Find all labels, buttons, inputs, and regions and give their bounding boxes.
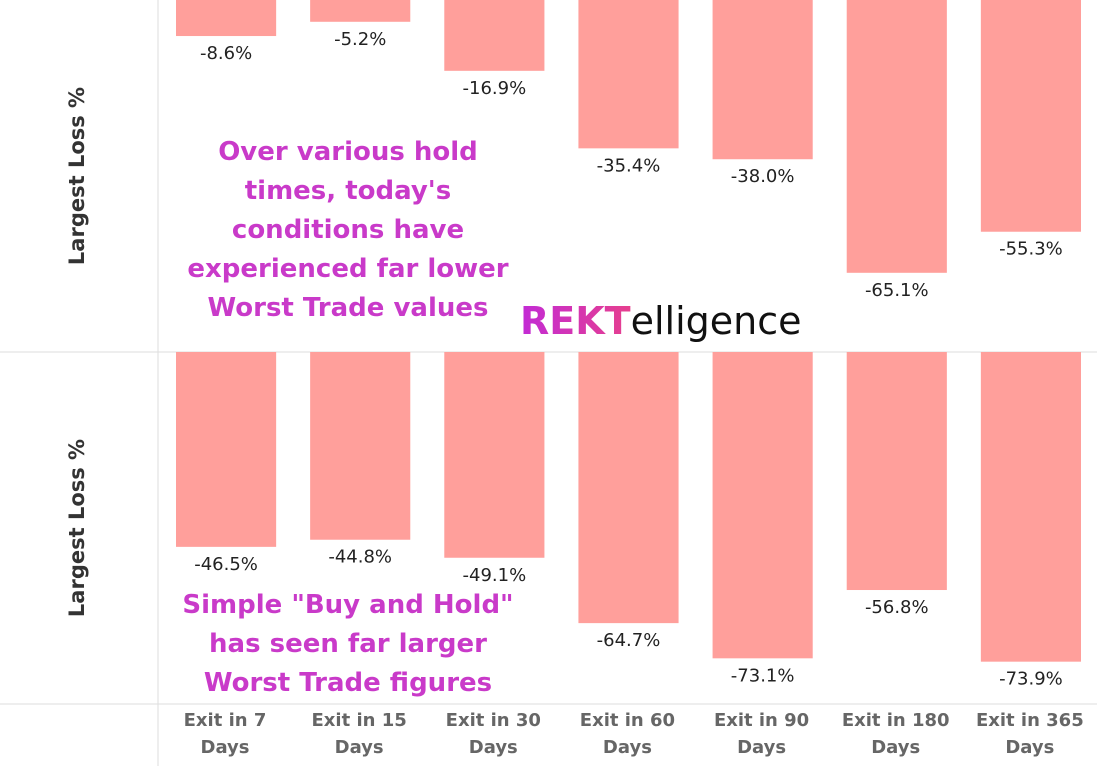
x-tick-label: Exit in 7 Days [183,710,267,758]
value-label: -38.0% [731,166,795,187]
logo: REKTelligence [520,299,802,343]
value-label: -73.1% [731,665,795,686]
annotation: Simple "Buy and Hold" has seen far large… [182,590,514,698]
value-label: -16.9% [463,78,527,99]
bar [310,352,411,540]
bar [444,0,545,71]
y-axis-label: Largest Loss % [65,87,89,265]
x-tick-label: Exit in 180 Days [841,710,950,758]
bar [176,0,277,37]
value-label: -49.1% [463,565,527,586]
value-label: -64.7% [597,630,661,651]
bar [846,352,947,591]
value-label: -55.3% [999,239,1063,260]
bar [980,352,1081,662]
x-tick-label: Exit in 60 Days [579,710,676,758]
bar [712,352,813,659]
bar [310,0,411,22]
value-label: -5.2% [334,29,386,50]
y-axis-label: Largest Loss % [65,439,89,617]
bar [980,0,1081,232]
value-label: -35.4% [597,155,661,176]
x-tick-label: Exit in 365 Days [975,710,1084,758]
logo-rest: elligence [631,299,802,343]
x-tick-label: Exit in 15 Days [311,710,407,758]
x-tick-label: Exit in 90 Days [713,710,810,758]
x-tick-label: Exit in 30 Days [445,710,541,758]
bar [176,352,277,547]
logo-highlight: REKT [520,299,631,343]
value-label: -56.8% [865,597,929,618]
value-label: -46.5% [194,554,258,575]
annotation: Over various hold times, today's conditi… [187,137,509,323]
bar [578,0,679,149]
bar [846,0,947,273]
value-label: -73.9% [999,669,1063,690]
bar [578,352,679,624]
bar [444,352,545,558]
value-label: -44.8% [328,547,392,568]
value-label: -8.6% [200,43,252,64]
value-label: -65.1% [865,280,929,301]
bar [712,0,813,160]
